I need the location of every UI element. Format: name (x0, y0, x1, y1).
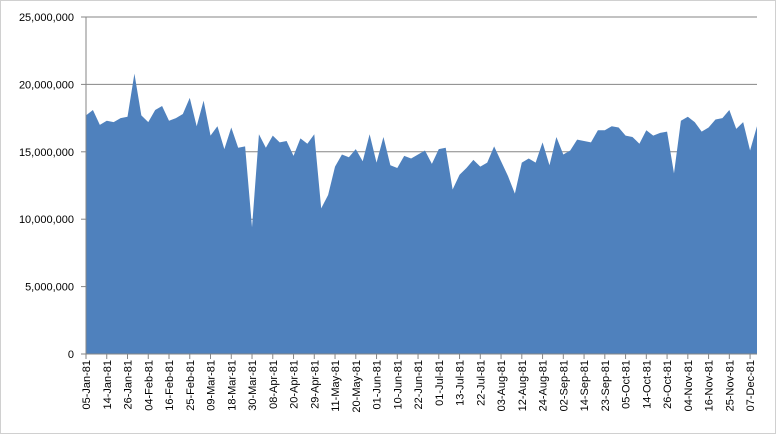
x-tick-label: 02-Sep-81 (558, 360, 570, 411)
x-tick-label: 01-Jul-81 (434, 360, 446, 406)
y-tick-label: 20,000,000 (19, 79, 74, 91)
x-tick-label: 20-May-81 (351, 360, 363, 413)
x-tick-label: 29-Apr-81 (309, 360, 321, 409)
x-tick-label: 26-Oct-81 (662, 360, 674, 409)
x-tick-label: 14-Oct-81 (641, 360, 653, 409)
y-tick-label: 10,000,000 (19, 214, 74, 226)
x-tick-label: 13-Jul-81 (455, 360, 467, 406)
x-tick-label: 07-Dec-81 (745, 360, 757, 411)
x-tick-label: 16-Nov-81 (704, 360, 716, 411)
y-tick-label: 25,000,000 (19, 12, 74, 24)
x-tick-label: 20-Apr-81 (289, 360, 301, 409)
x-tick-label: 30-Mar-81 (247, 360, 259, 411)
x-tick-label: 10-Jun-81 (392, 360, 404, 410)
y-tick-label: 0 (68, 349, 74, 361)
x-tick-label: 05-Oct-81 (621, 360, 633, 409)
x-tick-label: 04-Nov-81 (683, 360, 695, 411)
x-tick-label: 12-Aug-81 (517, 360, 529, 411)
x-tick-label: 24-Aug-81 (538, 360, 550, 411)
x-tick-label: 04-Feb-81 (143, 360, 155, 411)
x-tick-label: 01-Jun-81 (372, 360, 384, 410)
x-tick-label: 16-Feb-81 (164, 360, 176, 411)
x-tick-label: 14-Jan-81 (102, 360, 114, 410)
x-tick-label: 26-Jan-81 (123, 360, 135, 410)
x-tick-label: 11-May-81 (330, 360, 342, 412)
x-tick-label: 22-Jun-81 (413, 360, 425, 410)
x-tick-label: 23-Sep-81 (600, 360, 612, 411)
area (86, 73, 757, 355)
y-tick-label: 5,000,000 (25, 282, 74, 294)
x-tick-label: 08-Apr-81 (268, 360, 280, 409)
x-tick-label: 18-Mar-81 (226, 360, 238, 411)
y-tick-label: 15,000,000 (19, 147, 74, 159)
x-tick-label: 22-Jul-81 (475, 360, 487, 406)
x-tick-label: 25-Nov-81 (724, 360, 736, 411)
x-tick-label: 25-Feb-81 (185, 360, 197, 411)
x-tick-label: 14-Sep-81 (579, 360, 591, 411)
x-tick-label: 09-Mar-81 (206, 360, 218, 411)
x-tick-label: 05-Jan-81 (81, 360, 93, 410)
x-tick-label: 03-Aug-81 (496, 360, 508, 411)
